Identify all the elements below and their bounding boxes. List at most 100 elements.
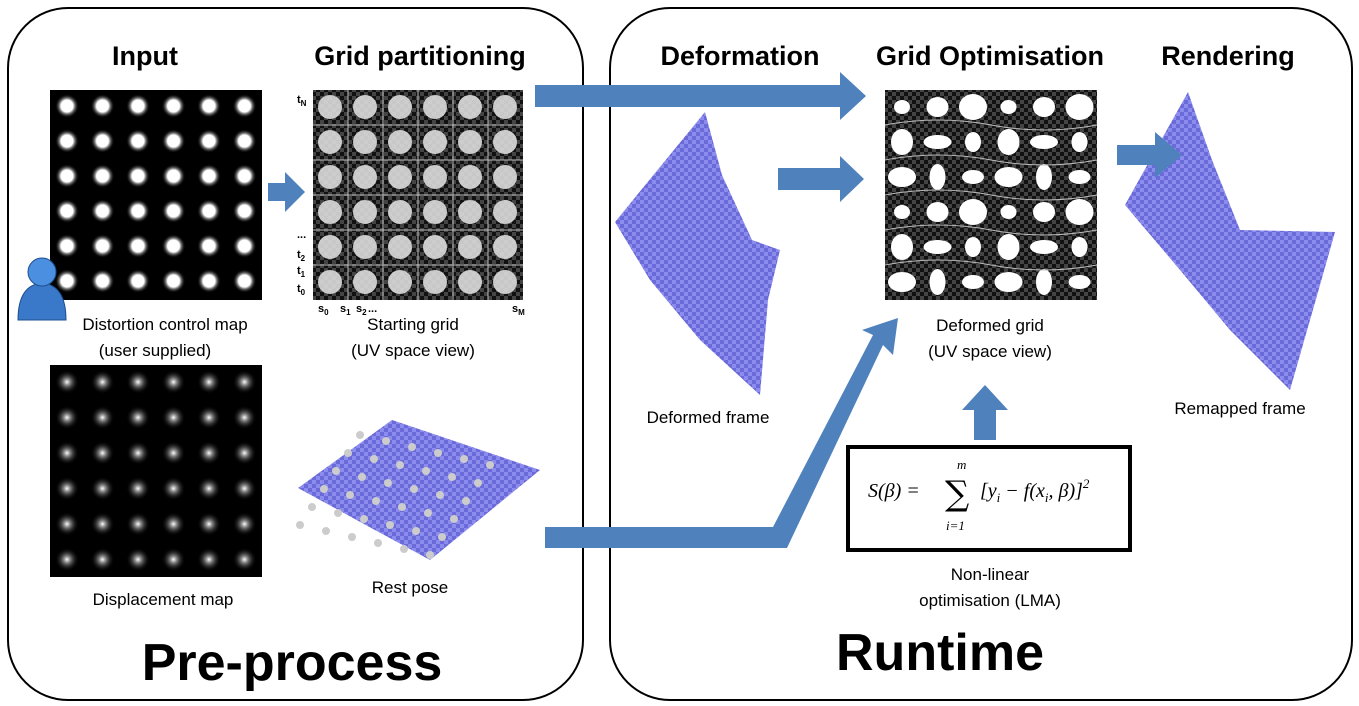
dot bbox=[197, 129, 221, 153]
caption: Deformed frame bbox=[647, 408, 770, 427]
dot bbox=[318, 270, 342, 294]
dot bbox=[388, 235, 412, 259]
dot bbox=[162, 548, 186, 572]
dot bbox=[493, 130, 517, 154]
dot bbox=[423, 130, 447, 154]
caption: (user supplied) bbox=[99, 341, 211, 360]
bump bbox=[410, 485, 418, 493]
dot bbox=[1072, 237, 1088, 257]
dot bbox=[1030, 135, 1058, 149]
dot bbox=[197, 512, 221, 536]
dot bbox=[1069, 275, 1091, 289]
dot bbox=[233, 441, 257, 465]
bump bbox=[460, 455, 468, 463]
caption: Non-linear bbox=[951, 565, 1030, 584]
dot bbox=[388, 130, 412, 154]
dot bbox=[197, 406, 221, 430]
dot bbox=[55, 512, 79, 536]
dot bbox=[891, 129, 913, 155]
bump bbox=[358, 473, 366, 481]
bump bbox=[400, 545, 408, 553]
bump bbox=[474, 479, 482, 487]
formula-upper: m bbox=[957, 457, 966, 472]
bump bbox=[360, 515, 368, 523]
dot bbox=[458, 270, 482, 294]
dot bbox=[197, 441, 221, 465]
bump bbox=[424, 509, 432, 517]
bump bbox=[372, 497, 380, 505]
dot bbox=[458, 130, 482, 154]
dot bbox=[353, 235, 377, 259]
arrow bbox=[962, 385, 1008, 440]
bump bbox=[486, 461, 494, 469]
dot bbox=[91, 164, 115, 188]
caption: Rest pose bbox=[372, 578, 449, 597]
section-title: Pre-process bbox=[142, 634, 443, 692]
dot bbox=[162, 370, 186, 394]
dot bbox=[493, 235, 517, 259]
heading: Rendering bbox=[1161, 41, 1295, 71]
dot bbox=[233, 94, 257, 118]
dot bbox=[894, 100, 910, 114]
dot bbox=[930, 164, 946, 190]
dot bbox=[126, 199, 150, 223]
dot bbox=[1033, 202, 1055, 222]
diagram: Input Grid partitioning Deformation Grid… bbox=[0, 0, 1359, 706]
dot bbox=[1033, 97, 1055, 117]
dot bbox=[197, 199, 221, 223]
dot bbox=[458, 165, 482, 189]
dot bbox=[91, 269, 115, 293]
dot bbox=[91, 512, 115, 536]
dot bbox=[55, 234, 79, 258]
bump bbox=[434, 449, 442, 457]
dot bbox=[458, 235, 482, 259]
dot bbox=[55, 441, 79, 465]
bump bbox=[382, 437, 390, 445]
dot bbox=[91, 94, 115, 118]
dot bbox=[965, 237, 981, 257]
dot bbox=[318, 130, 342, 154]
dot bbox=[1001, 205, 1017, 219]
dot bbox=[162, 269, 186, 293]
dot bbox=[162, 164, 186, 188]
dot bbox=[894, 205, 910, 219]
dot bbox=[197, 370, 221, 394]
bump bbox=[320, 485, 328, 493]
bump bbox=[334, 509, 342, 517]
bump bbox=[398, 503, 406, 511]
dot bbox=[55, 164, 79, 188]
deformed-frame bbox=[615, 112, 780, 395]
dot bbox=[126, 548, 150, 572]
dot bbox=[1001, 100, 1017, 114]
dot bbox=[162, 129, 186, 153]
dot bbox=[1069, 170, 1091, 184]
dot bbox=[891, 234, 913, 260]
dot bbox=[423, 165, 447, 189]
dot bbox=[162, 199, 186, 223]
bump bbox=[408, 443, 416, 451]
dot bbox=[1036, 164, 1052, 190]
dot bbox=[493, 200, 517, 224]
dot bbox=[197, 94, 221, 118]
dot bbox=[233, 406, 257, 430]
dot bbox=[388, 200, 412, 224]
caption: (UV space view) bbox=[928, 342, 1052, 361]
dot bbox=[126, 269, 150, 293]
bump bbox=[426, 551, 434, 559]
dot bbox=[458, 200, 482, 224]
dot bbox=[91, 129, 115, 153]
dot bbox=[423, 200, 447, 224]
dot bbox=[493, 270, 517, 294]
dot bbox=[233, 548, 257, 572]
dot bbox=[924, 135, 952, 149]
dot bbox=[423, 235, 447, 259]
bump bbox=[322, 527, 330, 535]
section-title: Runtime bbox=[836, 624, 1044, 682]
row-label: t1 bbox=[297, 265, 306, 279]
bump bbox=[356, 431, 364, 439]
bump bbox=[374, 539, 382, 547]
caption: Displacement map bbox=[93, 590, 234, 609]
dot bbox=[388, 165, 412, 189]
formula-part: , β)] bbox=[1049, 480, 1083, 502]
dot bbox=[318, 200, 342, 224]
